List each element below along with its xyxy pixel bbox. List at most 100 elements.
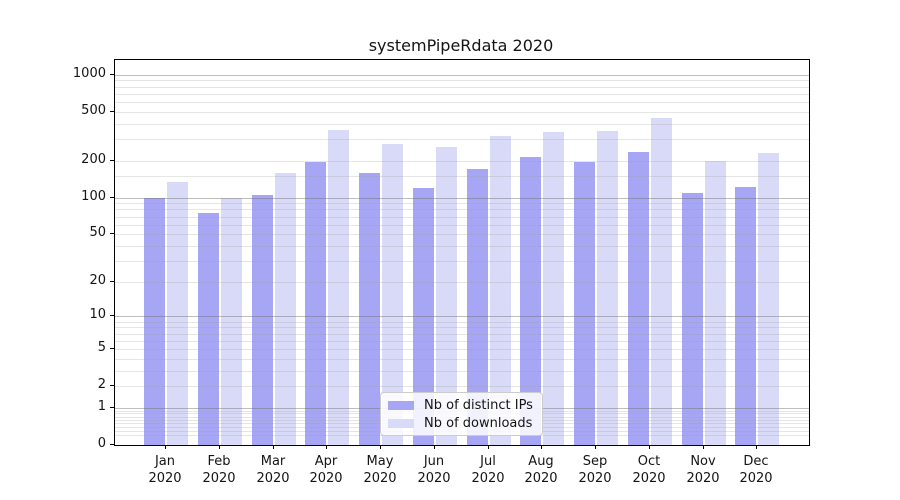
bar-distinct-ips-8 (520, 156, 542, 445)
legend-item-distinct-ips: Nb of distinct IPs (388, 396, 533, 414)
x-axis-tick (219, 445, 220, 449)
bar-downloads-9 (597, 131, 619, 445)
minor-gridline (115, 261, 809, 262)
minor-gridline (115, 161, 809, 162)
x-axis-tick (703, 445, 704, 449)
minor-gridline (115, 386, 809, 387)
minor-gridline (115, 209, 809, 210)
bar-distinct-ips-5 (359, 172, 381, 445)
legend-item-downloads: Nb of downloads (388, 414, 533, 432)
x-axis-tick (165, 445, 166, 449)
y-axis-tick-label: 1 (97, 399, 106, 414)
legend-label: Nb of distinct IPs (424, 397, 533, 413)
bar-downloads-8 (543, 132, 565, 445)
minor-gridline (115, 203, 809, 204)
bar-distinct-ips-11 (681, 192, 703, 445)
minor-gridline (115, 112, 809, 113)
minor-gridline (115, 334, 809, 335)
x-axis-tick-label: Oct 2020 (632, 454, 666, 486)
bar-downloads-5 (382, 143, 404, 445)
bar-downloads-3 (274, 173, 296, 445)
bar-downloads-2 (221, 197, 243, 445)
y-axis-tick-label: 0 (97, 436, 106, 451)
x-axis-tick (756, 445, 757, 449)
bar-downloads-1 (167, 182, 189, 445)
bar-downloads-6 (435, 146, 457, 445)
bar-distinct-ips-10 (627, 152, 649, 445)
x-axis-tick (541, 445, 542, 449)
bar-downloads-12 (758, 153, 780, 445)
bar-distinct-ips-12 (735, 187, 757, 445)
x-axis-tick-label: Jul 2020 (471, 454, 505, 486)
y-axis-tick (110, 315, 114, 316)
y-axis-tick-label: 1000 (72, 66, 106, 81)
minor-gridline (115, 246, 809, 247)
x-axis-tick-label: Jun 2020 (417, 454, 451, 486)
x-axis-tick-label: Feb 2020 (202, 454, 236, 486)
y-axis-tick-label: 2 (97, 377, 106, 392)
bar-distinct-ips-4 (305, 162, 327, 445)
x-axis-tick (595, 445, 596, 449)
x-axis-tick (326, 445, 327, 449)
y-axis-tick (110, 407, 114, 408)
minor-gridline (115, 87, 809, 88)
y-axis-tick-label: 5 (97, 340, 106, 355)
major-gridline (115, 75, 809, 76)
minor-gridline (115, 327, 809, 328)
chart-title: systemPipeRdata 2020 (368, 36, 554, 55)
legend-swatch-distinct-ips-icon (388, 400, 414, 410)
minor-gridline (115, 349, 809, 350)
x-axis-tick (649, 445, 650, 449)
x-axis-tick (273, 445, 274, 449)
x-axis-tick-label: Jan 2020 (148, 454, 182, 486)
y-axis-tick-label: 500 (81, 103, 106, 118)
legend-swatch-downloads-icon (388, 418, 414, 428)
legend: Nb of distinct IPs Nb of downloads (380, 392, 543, 436)
x-axis-tick-label: Apr 2020 (309, 454, 343, 486)
minor-gridline (115, 371, 809, 372)
x-axis-tick-label: May 2020 (363, 454, 397, 486)
minor-gridline (115, 225, 809, 226)
y-axis-tick-label: 10 (89, 307, 106, 322)
bar-distinct-ips-9 (574, 162, 596, 445)
bar-distinct-ips-7 (466, 168, 488, 445)
minor-gridline (115, 234, 809, 235)
y-axis-tick-label: 100 (81, 189, 106, 204)
bar-downloads-4 (328, 130, 350, 445)
plot-area (114, 59, 810, 446)
x-axis-tick-label: Dec 2020 (739, 454, 773, 486)
y-axis-tick (110, 233, 114, 234)
y-axis-tick (110, 160, 114, 161)
y-axis-tick (110, 197, 114, 198)
minor-gridline (115, 322, 809, 323)
minor-gridline (115, 359, 809, 360)
bar-downloads-10 (650, 117, 672, 445)
x-axis-tick (380, 445, 381, 449)
bar-distinct-ips-1 (144, 197, 166, 445)
minor-gridline (115, 341, 809, 342)
y-axis-tick (110, 385, 114, 386)
minor-gridline (115, 124, 809, 125)
x-axis-tick-label: Aug 2020 (524, 454, 558, 486)
x-axis-tick (434, 445, 435, 449)
bar-distinct-ips-2 (198, 212, 220, 445)
y-axis-tick-label: 200 (81, 152, 106, 167)
bar-distinct-ips-3 (251, 195, 273, 445)
bar-downloads-7 (489, 135, 511, 445)
y-axis-tick (110, 444, 114, 445)
y-axis-tick (110, 281, 114, 282)
minor-gridline (115, 102, 809, 103)
legend-label: Nb of downloads (424, 415, 533, 431)
major-gridline (115, 198, 809, 199)
bar-downloads-11 (704, 161, 726, 445)
x-axis-tick-label: Sep 2020 (578, 454, 612, 486)
y-axis-tick (110, 111, 114, 112)
minor-gridline (115, 80, 809, 81)
minor-gridline (115, 176, 809, 177)
minor-gridline (115, 139, 809, 140)
y-axis-tick-label: 20 (89, 273, 106, 288)
x-axis-tick (488, 445, 489, 449)
y-axis-tick-label: 50 (89, 225, 106, 240)
y-axis-tick (110, 348, 114, 349)
